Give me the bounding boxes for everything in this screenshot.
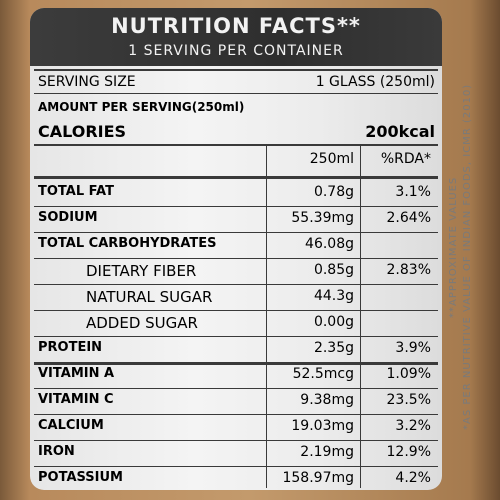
nutrient-amount: 46.08g	[305, 236, 354, 252]
nutrient-name: NATURAL SUGAR	[86, 288, 213, 306]
nutrition-label: NUTRITION FACTS** 1 SERVING PER CONTAINE…	[30, 8, 442, 490]
nutrient-name: DIETARY FIBER	[86, 262, 197, 280]
nutrient-amount: 158.97mg	[282, 470, 354, 486]
nutrient-amount: 9.38mg	[300, 392, 354, 408]
divider	[34, 232, 438, 233]
divider	[34, 388, 438, 389]
divider	[34, 69, 438, 71]
nutrient-name: VITAMIN A	[38, 366, 115, 381]
nutrient-amount: 52.5mcg	[292, 366, 354, 382]
column-divider	[360, 146, 361, 488]
serving-size-label: SERVING SIZE	[38, 74, 136, 90]
nutrient-rda: 2.83%	[386, 262, 431, 278]
calories-value: 200kcal	[365, 122, 435, 141]
nutrient-name: PROTEIN	[38, 340, 103, 355]
approx-values-note: **APPROXIMATE VALUES	[448, 176, 459, 318]
nutrient-name: TOTAL FAT	[38, 184, 114, 199]
divider	[34, 176, 438, 179]
label-title: NUTRITION FACTS**	[111, 14, 361, 38]
nutrient-amount: 19.03mg	[291, 418, 354, 434]
nutrient-amount: 2.35g	[313, 340, 354, 356]
divider	[34, 284, 438, 285]
nutrient-name: CALCIUM	[38, 418, 104, 433]
divider	[34, 466, 438, 467]
calories-label: CALORIES	[38, 122, 127, 141]
nutrient-amount: 0.85g	[313, 262, 354, 278]
divider	[34, 93, 438, 94]
divider	[34, 336, 438, 337]
nutrient-name: POTASSIUM	[38, 470, 123, 485]
amount-per-serving: AMOUNT PER SERVING(250ml)	[38, 100, 245, 114]
column-amount-header: 250ml	[309, 151, 354, 167]
nutrient-rda: 12.9%	[386, 444, 431, 460]
nutrient-amount: 0.78g	[313, 184, 354, 200]
nutrient-rda: 3.1%	[395, 184, 431, 200]
nutrient-name: SODIUM	[38, 210, 98, 225]
divider	[34, 258, 438, 259]
nutrient-rda: 3.2%	[395, 418, 431, 434]
label-subtitle: 1 SERVING PER CONTAINER	[128, 43, 344, 59]
nutrient-amount: 55.39mg	[291, 210, 354, 226]
nutrient-rda: 3.9%	[395, 340, 431, 356]
nutrient-name: TOTAL CARBOHYDRATES	[38, 236, 217, 251]
divider	[34, 144, 438, 146]
nutrient-rda: 23.5%	[386, 392, 431, 408]
divider	[34, 414, 438, 415]
divider	[34, 362, 438, 365]
divider	[34, 310, 438, 311]
column-rda-header: %RDA*	[380, 151, 431, 167]
nutrient-rda: 1.09%	[386, 366, 431, 382]
nutrient-name: VITAMIN C	[38, 392, 114, 407]
nutrient-amount: 0.00g	[313, 314, 354, 330]
nutrient-rda: 2.64%	[386, 210, 431, 226]
nutrient-rda: 4.2%	[395, 470, 431, 486]
divider	[34, 440, 438, 441]
column-divider	[266, 146, 267, 488]
divider	[34, 206, 438, 207]
nutrient-name: IRON	[38, 444, 75, 459]
label-header: NUTRITION FACTS** 1 SERVING PER CONTAINE…	[30, 8, 442, 66]
nutrient-name: ADDED SUGAR	[86, 314, 198, 332]
source-note: *AS PER NUTRITIVE VALUE OF INDIAN FOODS,…	[462, 83, 473, 430]
nutrient-amount: 2.19mg	[300, 444, 354, 460]
nutrient-amount: 44.3g	[313, 288, 354, 304]
serving-size-value: 1 GLASS (250ml)	[315, 74, 435, 90]
